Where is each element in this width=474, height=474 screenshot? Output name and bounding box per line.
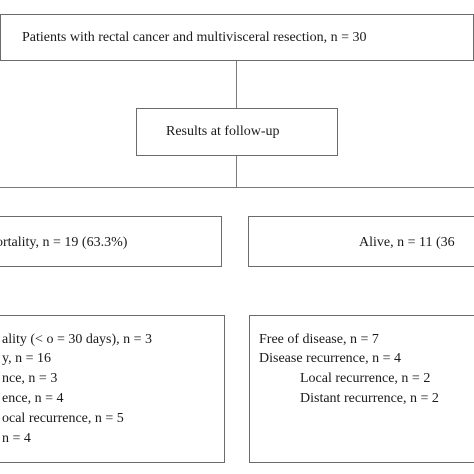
mortality-box: ortality, n = 19 (63.3%) [0,216,222,267]
mortality-detail-line: y, n = 16 [2,351,51,366]
followup-text: Results at follow-up [166,124,280,139]
alive-details-box: Free of disease, n = 7 Disease recurrenc… [249,315,474,463]
mortality-detail-line: ality (< o = 30 days), n = 3 [2,332,153,347]
total-patients-text: Patients with rectal cancer and multivis… [22,30,367,45]
alive-text: Alive, n = 11 (36 [359,235,455,250]
alive-detail-line: Free of disease, n = 7 [259,332,379,347]
mortality-detail-line: ence, n = 4 [2,391,64,406]
mortality-detail-line: nce, n = 3 [2,371,58,386]
alive-detail-line: Disease recurrence, n = 4 [259,351,401,366]
alive-detail-line: Local recurrence, n = 2 [300,371,431,386]
connector-followup-to-split [236,156,237,188]
mortality-details-box: ality (< o = 30 days), n = 3 y, n = 16 n… [0,315,225,463]
mortality-text: ortality, n = 19 (63.3%) [0,235,128,250]
connector-top-to-followup [236,61,237,109]
mortality-detail-line: n = 4 [2,431,31,446]
followup-box: Results at follow-up [136,108,338,156]
total-patients-box: Patients with rectal cancer and multivis… [0,14,474,61]
alive-detail-line: Distant recurrence, n = 2 [300,391,439,406]
alive-box: Alive, n = 11 (36 [248,216,474,267]
mortality-detail-line: ocal recurrence, n = 5 [2,411,124,426]
split-line [0,187,474,188]
